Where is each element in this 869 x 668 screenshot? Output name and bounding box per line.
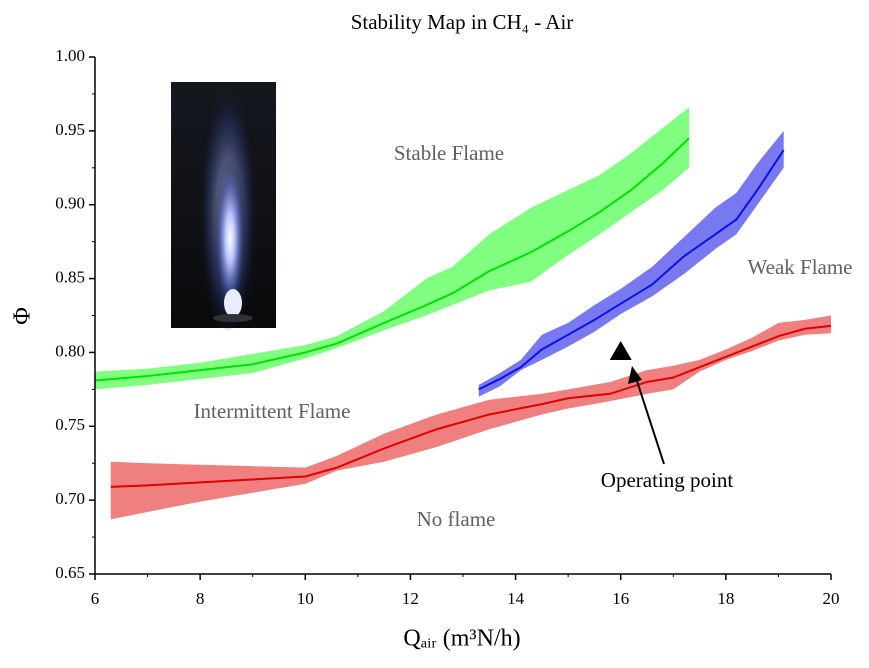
chart-title: Stability Map in CH₄ - Air: [351, 10, 574, 34]
arrow-shaft: [635, 377, 665, 465]
band: [110, 315, 832, 520]
band: [478, 130, 784, 397]
y-tick-label: 0.85: [55, 267, 85, 286]
operating-point-label: Operating point: [601, 468, 734, 492]
y-tick-label: 0.95: [55, 120, 85, 139]
y-tick-label: 0.90: [55, 194, 85, 213]
region-label: Intermittent Flame: [194, 399, 351, 423]
y-tick-label: 0.80: [55, 341, 85, 360]
x-tick-label: 20: [823, 589, 840, 608]
arrow-head: [628, 366, 642, 384]
operating-point: [609, 340, 632, 360]
y-tick-label: 0.70: [55, 489, 85, 508]
region-label: Weak Flame: [747, 255, 852, 279]
y-tick-label: 0.65: [55, 563, 85, 582]
line: [478, 149, 785, 391]
x-tick-label: 16: [612, 589, 629, 608]
flame-photo: [171, 70, 276, 330]
line: [110, 324, 832, 488]
x-tick-label: 6: [91, 589, 100, 608]
x-tick-label: 14: [507, 589, 525, 608]
y-tick-label: 1.00: [55, 46, 85, 65]
region-label: Stable Flame: [394, 141, 504, 165]
band: [95, 107, 690, 390]
x-tick-label: 12: [402, 589, 419, 608]
y-axis-label: Φ: [10, 307, 36, 325]
x-tick-label: 10: [297, 589, 314, 608]
x-tick-label: 18: [717, 589, 734, 608]
line: [94, 137, 690, 382]
x-axis-label: Qₐᵢᵣ (m³N/h): [403, 626, 520, 652]
x-tick-label: 8: [196, 589, 205, 608]
y-tick-label: 0.75: [55, 415, 85, 434]
region-label: No flame: [417, 507, 496, 531]
